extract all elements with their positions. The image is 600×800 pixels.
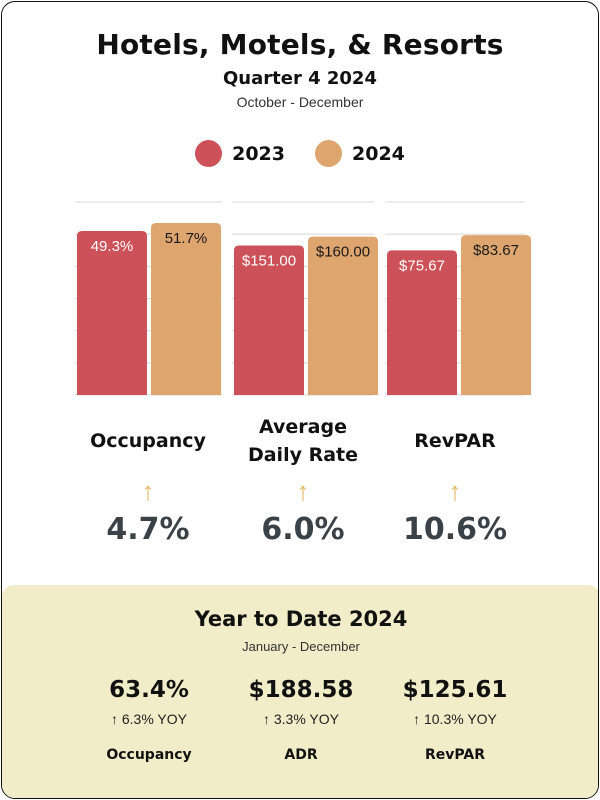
metric-label: RevPAR — [385, 427, 525, 455]
legend-label-2023: 2023 — [232, 142, 285, 165]
data-label: $75.67 — [399, 257, 445, 274]
chart-legend: 2023 2024 — [2, 140, 598, 167]
ytd-label: ADR — [284, 747, 318, 763]
data-label: 51.7% — [165, 230, 208, 247]
legend-swatch-2023 — [195, 140, 223, 167]
percent-change: 6.0% — [261, 512, 345, 547]
bar-2024-2 — [461, 235, 531, 395]
up-arrow-icon: ↑ — [141, 476, 155, 506]
ytd-title: Year to Date 2024 — [194, 607, 408, 631]
page-subtitle: Quarter 4 2024 — [223, 68, 377, 89]
metric-label-line: Daily Rate — [247, 444, 359, 466]
ytd-label: Occupancy — [106, 747, 192, 763]
ytd-label: RevPAR — [425, 747, 485, 763]
metric-label-line: Occupancy — [90, 430, 206, 452]
page-title: Hotels, Motels, & Resorts — [96, 28, 504, 61]
year-to-date-panel: Year to Date 2024 January - December 63.… — [2, 585, 598, 798]
bar-2023-1 — [234, 245, 304, 395]
bar-2023-2 — [387, 250, 457, 395]
bar-chart: 49.3% 51.7% $151.00 $160.00 $75.67 $83.67 — [75, 201, 531, 396]
up-arrow-icon: ↑ — [448, 476, 462, 506]
ytd-adr: $188.58 ↑ 3.3% YOY ADR — [221, 677, 381, 763]
legend-item-2023: 2023 — [195, 140, 285, 167]
legend-label-2024: 2024 — [352, 142, 405, 165]
data-label: $83.67 — [473, 242, 519, 259]
data-label: 49.3% — [91, 238, 134, 255]
data-label: $151.00 — [242, 253, 296, 270]
data-label: $160.00 — [316, 244, 370, 261]
bar-2023-0 — [77, 230, 147, 395]
ytd-yoy: ↑ 3.3% YOY — [262, 711, 339, 727]
legend-swatch-2024 — [315, 140, 342, 167]
ytd-occupancy: 63.4% ↑ 6.3% YOY Occupancy — [69, 677, 229, 763]
bar-2024-0 — [151, 222, 221, 395]
metric-label: Average Daily Rate — [233, 413, 373, 469]
percent-change: 4.7% — [106, 512, 190, 547]
metric-label: Occupancy — [78, 427, 218, 455]
metric-label-line: RevPAR — [414, 430, 496, 452]
ytd-yoy: ↑ 6.3% YOY — [110, 711, 187, 727]
quarter-period: October - December — [236, 94, 364, 110]
legend-item-2024: 2024 — [315, 140, 405, 167]
ytd-value: $188.58 — [248, 677, 354, 703]
ytd-value: 63.4% — [109, 677, 189, 703]
percent-change: 10.6% — [402, 512, 508, 547]
up-arrow-icon: ↑ — [296, 476, 310, 506]
ytd-yoy: ↑ 10.3% YOY — [413, 711, 497, 727]
bar-2024-1 — [308, 236, 378, 395]
metric-label-line: Average — [259, 416, 347, 438]
ytd-revpar: $125.61 ↑ 10.3% YOY RevPAR — [375, 677, 535, 763]
ytd-period: January - December — [242, 639, 360, 654]
ytd-value: $125.61 — [402, 677, 508, 703]
